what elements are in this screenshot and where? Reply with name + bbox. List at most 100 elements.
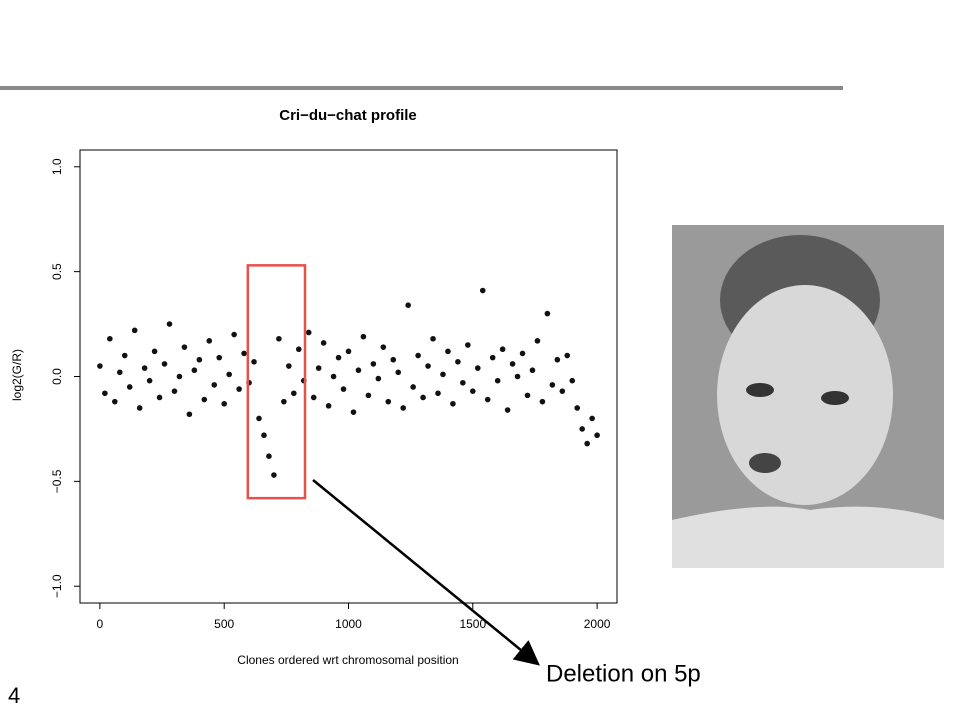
plot-area: 0 500 1000 1500 2000 −1.0 −0.5 0.0 0.5 1.0 xyxy=(50,158,611,631)
photo xyxy=(672,225,944,568)
data-point xyxy=(574,405,581,411)
data-point xyxy=(166,321,173,327)
data-point xyxy=(107,335,113,342)
data-point xyxy=(221,400,227,407)
data-point xyxy=(315,365,322,371)
x-tick-label: 2000 xyxy=(584,617,611,631)
data-point xyxy=(360,333,367,340)
data-point xyxy=(519,350,526,357)
data-point xyxy=(440,371,446,378)
y-tick-label: 1.0 xyxy=(50,158,64,175)
data-point xyxy=(97,363,103,369)
data-point xyxy=(489,354,496,361)
data-point xyxy=(365,392,372,399)
data-point xyxy=(295,346,302,353)
data-point xyxy=(474,365,481,371)
data-point xyxy=(465,342,471,348)
data-point xyxy=(281,398,287,405)
data-point xyxy=(116,369,123,376)
data-point xyxy=(151,348,158,355)
data-point xyxy=(191,367,198,374)
data-point xyxy=(494,377,501,384)
data-point xyxy=(176,373,183,380)
data-point xyxy=(584,440,590,447)
data-point xyxy=(186,411,193,418)
data-point xyxy=(385,398,392,405)
data-point xyxy=(400,405,406,411)
data-point xyxy=(181,344,188,350)
data-point xyxy=(271,472,277,478)
data-point xyxy=(156,394,163,401)
x-tick-label: 1500 xyxy=(459,617,486,631)
data-point xyxy=(529,367,536,374)
data-point xyxy=(589,415,595,422)
data-point xyxy=(355,367,362,374)
data-point xyxy=(350,409,357,415)
data-point xyxy=(460,379,466,386)
data-point xyxy=(534,338,541,344)
data-point xyxy=(126,384,133,390)
data-point xyxy=(554,356,561,363)
data-point xyxy=(569,377,576,384)
data-point xyxy=(435,390,441,397)
arrow xyxy=(312,479,540,666)
data-point xyxy=(131,327,138,334)
data-point xyxy=(320,340,327,346)
data-point xyxy=(430,335,436,342)
y-tick-label: −0.5 xyxy=(50,469,64,493)
data-point xyxy=(236,386,242,392)
data-point xyxy=(395,369,402,376)
data-point xyxy=(266,453,272,459)
data-point xyxy=(196,356,203,363)
data-point xyxy=(330,373,337,380)
data-point xyxy=(251,359,257,365)
data-point xyxy=(345,348,352,355)
highlight-box xyxy=(246,264,307,500)
data-point xyxy=(340,386,347,392)
data-point xyxy=(375,375,382,382)
data-point xyxy=(335,354,342,361)
data-point xyxy=(291,390,297,397)
data-point xyxy=(539,398,546,405)
data-point xyxy=(216,354,223,361)
data-point xyxy=(305,329,312,336)
data-point xyxy=(484,396,491,403)
data-point xyxy=(410,384,416,390)
plot-frame xyxy=(79,149,618,604)
data-point xyxy=(121,352,128,359)
data-point xyxy=(455,359,461,365)
data-point xyxy=(579,426,585,432)
data-point xyxy=(415,352,421,359)
data-point xyxy=(594,432,600,439)
data-point xyxy=(226,371,232,378)
data-point xyxy=(564,352,571,359)
data-point xyxy=(514,373,521,380)
data-point xyxy=(499,346,506,353)
x-axis-label: Clones ordered wrt chromosomal position xyxy=(237,653,458,667)
data-point xyxy=(276,335,282,342)
data-point xyxy=(261,432,267,439)
chart-title: Cri−du−chat profile xyxy=(279,107,417,124)
data-point xyxy=(420,394,426,401)
data-point xyxy=(559,388,566,394)
data-point xyxy=(470,388,476,394)
y-tick-label: 0.5 xyxy=(50,263,64,280)
data-point xyxy=(256,415,262,422)
page-number: 4 xyxy=(8,683,20,708)
data-point xyxy=(370,361,377,367)
data-point xyxy=(524,392,531,399)
data-point xyxy=(161,361,168,367)
data-point xyxy=(310,394,317,401)
data-point xyxy=(201,396,208,403)
data-point xyxy=(504,407,511,413)
y-tick-label: 0.0 xyxy=(50,368,64,385)
data-point xyxy=(405,302,411,308)
annotation: Deletion on 5p xyxy=(546,660,701,687)
data-point xyxy=(390,356,397,363)
data-point xyxy=(171,388,178,394)
data-point xyxy=(445,348,451,355)
y-axis-label: log2(G/R) xyxy=(10,349,24,401)
data-point xyxy=(211,382,218,388)
